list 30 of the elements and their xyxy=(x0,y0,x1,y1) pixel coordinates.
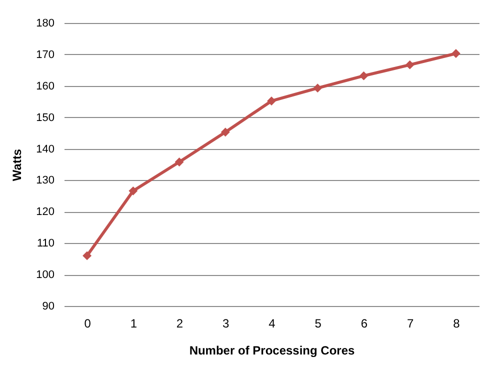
point xyxy=(451,49,460,58)
point xyxy=(267,96,276,106)
y-tick-label: 90 xyxy=(42,300,54,312)
point xyxy=(359,71,368,80)
y-tick-label: 150 xyxy=(36,112,54,124)
x-axis-title: Number of Processing Cores xyxy=(189,344,356,358)
y-tick-label: 110 xyxy=(36,238,54,250)
point xyxy=(174,158,184,166)
x-tick-label: 4 xyxy=(268,316,276,330)
x-tick-label: 8 xyxy=(453,316,460,330)
y-tick-label: 170 xyxy=(36,48,54,61)
y-tick-label: 100 xyxy=(36,269,54,282)
x-tick-label: 6 xyxy=(360,316,368,330)
x-tick-label: 5 xyxy=(314,316,322,330)
x-tick-label: 3 xyxy=(222,316,230,330)
x-tick-label: 0 xyxy=(84,316,92,330)
y-tick-label: 120 xyxy=(36,206,54,218)
point xyxy=(405,60,414,70)
point xyxy=(128,186,138,196)
y-tick-label: 160 xyxy=(36,80,54,92)
point xyxy=(313,84,322,93)
y-axis-title: Watts xyxy=(10,148,24,182)
x-tick-label: 7 xyxy=(406,316,414,330)
point xyxy=(82,251,92,260)
y-tick-label: 130 xyxy=(36,174,54,187)
x-tick-label: 2 xyxy=(176,316,184,330)
point xyxy=(220,128,230,137)
y-tick-label: 140 xyxy=(36,143,54,156)
x-tick-label: 1 xyxy=(130,316,138,330)
y-tick-label: 180 xyxy=(36,18,54,30)
